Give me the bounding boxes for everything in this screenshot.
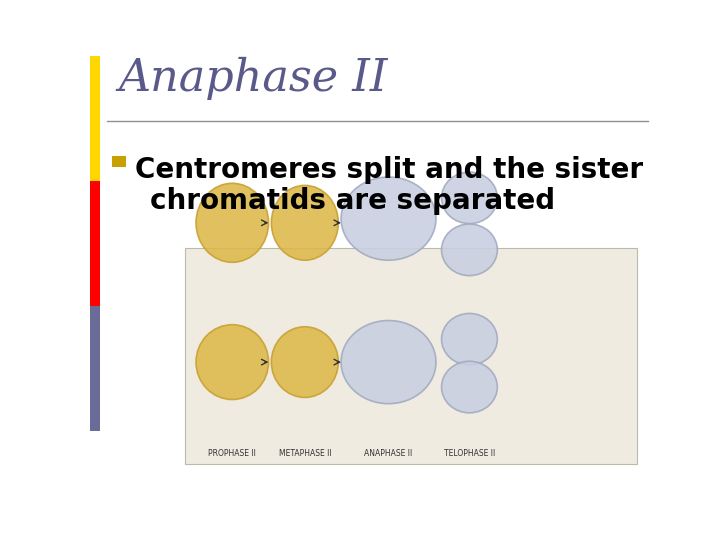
Text: ANAPHASE II: ANAPHASE II <box>364 449 413 458</box>
Bar <box>90 306 100 431</box>
Text: PROPHASE II: PROPHASE II <box>208 449 256 458</box>
Ellipse shape <box>441 361 498 413</box>
Text: METAPHASE II: METAPHASE II <box>279 449 331 458</box>
Ellipse shape <box>441 172 498 224</box>
Bar <box>112 156 126 167</box>
Text: Centromeres split and the sister: Centromeres split and the sister <box>135 156 643 184</box>
Bar <box>185 248 637 464</box>
Ellipse shape <box>341 177 436 260</box>
Bar <box>90 57 100 181</box>
Text: TELOPHASE II: TELOPHASE II <box>444 449 495 458</box>
Text: Anaphase II: Anaphase II <box>118 57 387 100</box>
Ellipse shape <box>341 321 436 404</box>
Bar <box>90 181 100 306</box>
Ellipse shape <box>441 313 498 365</box>
Ellipse shape <box>271 327 338 397</box>
Ellipse shape <box>441 224 498 275</box>
Ellipse shape <box>271 185 338 260</box>
Text: chromatids are separated: chromatids are separated <box>150 187 555 215</box>
Ellipse shape <box>196 325 269 400</box>
Ellipse shape <box>196 183 269 262</box>
